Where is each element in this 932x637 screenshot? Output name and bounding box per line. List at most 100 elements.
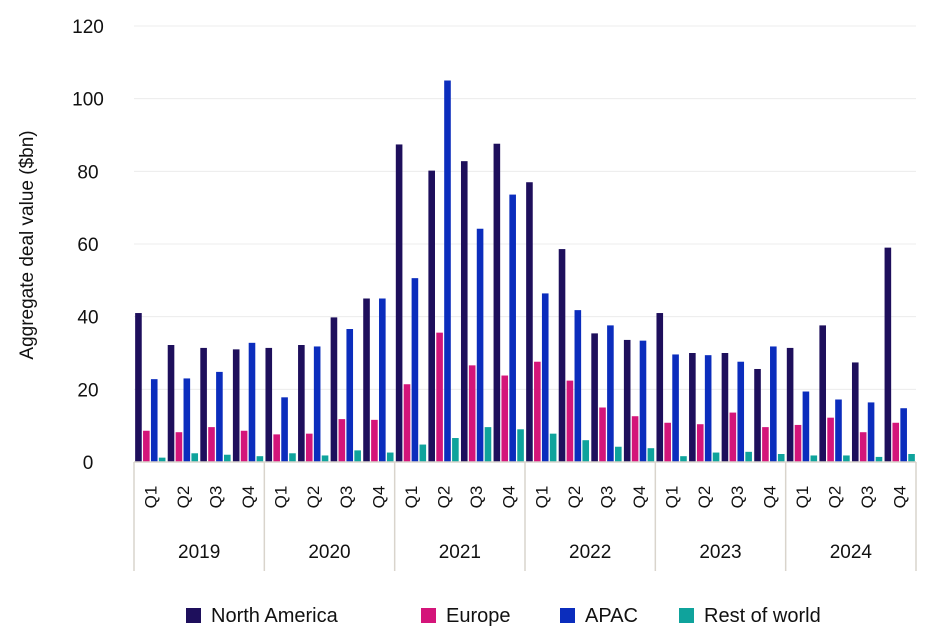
bar-north-america xyxy=(851,362,859,462)
bar-apac xyxy=(737,361,745,462)
bar-rest-of-world xyxy=(191,453,199,462)
bar-apac xyxy=(672,354,679,462)
bar-north-america xyxy=(330,317,338,462)
y-axis-title: Aggregate deal value ($bn) xyxy=(17,130,38,359)
bar-north-america xyxy=(819,325,826,462)
bar-rest-of-world xyxy=(386,452,394,462)
quarter-label: Q2 xyxy=(304,486,323,509)
y-axis-ticks: 0 20 40 60 80 100 120 xyxy=(72,17,104,474)
bar-apac xyxy=(867,402,875,462)
legend-label: North America xyxy=(211,605,339,627)
bar-north-america xyxy=(135,313,142,462)
bar-apac xyxy=(281,397,288,462)
bar-europe xyxy=(729,412,737,462)
quarter-label: Q1 xyxy=(532,486,551,509)
bar-rest-of-world xyxy=(582,440,590,462)
bar-rest-of-world xyxy=(875,456,883,462)
legend-item-europe[interactable]: Europe xyxy=(421,605,511,627)
bar-rest-of-world xyxy=(452,438,459,462)
bar-europe xyxy=(208,427,215,462)
bar-north-america xyxy=(363,298,370,462)
bar-apac xyxy=(411,278,419,462)
bar-europe xyxy=(240,430,248,462)
year-label: 2020 xyxy=(308,542,350,563)
bar-rest-of-world xyxy=(354,450,361,462)
bar-apac xyxy=(704,355,712,462)
bar-apac xyxy=(313,346,321,462)
bar-north-america xyxy=(200,347,207,462)
legend[interactable]: North America Europe APAC Rest of world xyxy=(186,605,821,627)
bar-europe xyxy=(566,380,574,462)
bar-rest-of-world xyxy=(549,433,557,462)
quarter-label: Q1 xyxy=(272,486,291,509)
y-tick-label: 100 xyxy=(72,90,104,111)
bar-rest-of-world xyxy=(777,454,785,462)
legend-swatch xyxy=(679,608,694,623)
bar-apac xyxy=(574,310,582,462)
quarter-label: Q4 xyxy=(500,486,519,509)
bar-apac xyxy=(346,329,354,462)
bar-north-america xyxy=(493,143,501,462)
quarter-label: Q1 xyxy=(402,486,421,509)
bar-rest-of-world xyxy=(289,453,296,462)
bar-apac xyxy=(379,298,386,462)
bar-europe xyxy=(534,361,541,462)
bar-europe xyxy=(338,419,346,462)
bar-rest-of-world xyxy=(745,451,752,462)
bar-apac xyxy=(900,408,907,462)
legend-item-north-america[interactable]: North America xyxy=(186,605,339,627)
bar-rest-of-world xyxy=(615,446,622,462)
bar-apac xyxy=(541,293,549,462)
bar-rest-of-world xyxy=(419,444,427,462)
quarter-label: Q1 xyxy=(141,486,160,509)
bar-apac xyxy=(835,399,842,462)
quarter-label: Q3 xyxy=(206,486,225,509)
bar-north-america xyxy=(558,249,566,462)
legend-swatch xyxy=(186,608,201,623)
bar-apac xyxy=(216,371,223,462)
bar-apac xyxy=(150,379,158,462)
gridlines xyxy=(134,25,916,390)
quarter-label: Q2 xyxy=(435,486,454,509)
x-axis: 2019 Q1 Q2 Q3 Q4 2020 Q1 Q2 Q3 Q4 2021 Q1 Q2 Q3 Q4 2022… xyxy=(133,461,917,571)
quarter-label: Q2 xyxy=(826,486,845,509)
bar-apac xyxy=(770,346,777,462)
quarter-label: Q1 xyxy=(793,486,812,509)
bar-apac xyxy=(607,325,614,462)
year-label: 2024 xyxy=(830,542,873,563)
bar-europe xyxy=(436,332,443,462)
bar-rest-of-world xyxy=(484,427,492,462)
bar-europe xyxy=(468,365,476,462)
bar-apac xyxy=(444,80,451,462)
bar-europe xyxy=(175,432,183,462)
y-tick-label: 40 xyxy=(77,308,98,329)
bar-europe xyxy=(664,422,671,462)
bar-rest-of-world xyxy=(712,452,720,462)
quarter-label: Q3 xyxy=(597,486,616,509)
bar-europe xyxy=(501,375,509,462)
bar-north-america xyxy=(460,161,468,462)
bar-europe xyxy=(599,407,606,462)
bar-europe xyxy=(892,422,900,462)
bar-europe xyxy=(827,417,834,462)
bar-rest-of-world xyxy=(517,429,524,462)
bar-north-america xyxy=(884,247,892,462)
quarter-label: Q1 xyxy=(663,486,682,509)
bar-rest-of-world xyxy=(680,456,687,462)
legend-label: Europe xyxy=(446,605,511,627)
y-tick-label: 120 xyxy=(72,17,104,38)
bar-rest-of-world xyxy=(810,455,818,462)
year-label: 2019 xyxy=(178,542,220,563)
y-tick-label: 60 xyxy=(77,235,98,256)
bar-europe xyxy=(762,427,769,462)
legend-item-rest-of-world[interactable]: Rest of world xyxy=(679,605,821,627)
legend-item-apac[interactable]: APAC xyxy=(560,605,638,627)
y-tick-label: 0 xyxy=(83,453,94,474)
quarter-label: Q2 xyxy=(695,486,714,509)
bar-rest-of-world xyxy=(843,455,850,462)
bar-apac xyxy=(509,194,516,462)
quarter-label: Q4 xyxy=(630,486,649,509)
y-tick-label: 80 xyxy=(77,162,98,183)
bar-europe xyxy=(371,419,378,462)
